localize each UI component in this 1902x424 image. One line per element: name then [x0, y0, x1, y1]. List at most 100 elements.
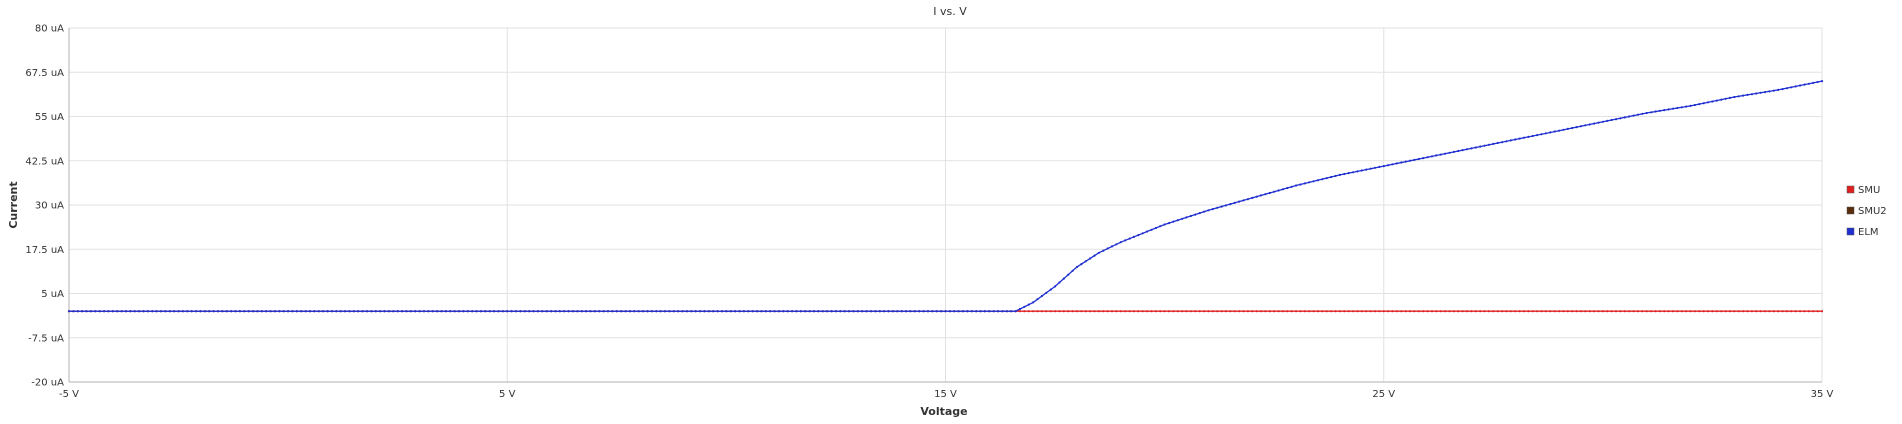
data-point — [1356, 170, 1359, 173]
data-point — [1194, 310, 1197, 313]
data-point — [650, 310, 654, 313]
data-point — [1106, 310, 1109, 313]
data-point — [1650, 310, 1653, 313]
data-point — [357, 310, 360, 313]
data-point — [1299, 310, 1302, 313]
data-point — [1054, 285, 1057, 288]
data-point — [1347, 172, 1350, 175]
data-point — [598, 310, 601, 313]
data-point — [1194, 213, 1197, 216]
data-point — [856, 310, 859, 313]
data-point — [431, 310, 434, 313]
data-point — [1628, 310, 1631, 313]
data-point — [1623, 116, 1626, 119]
data-point — [85, 310, 88, 313]
legend-item-smu[interactable]: SMU — [1846, 185, 1880, 196]
data-point — [374, 310, 377, 313]
data-point — [1636, 113, 1639, 116]
data-point — [181, 310, 184, 313]
data-point — [1799, 84, 1802, 87]
data-point — [1395, 162, 1398, 165]
legend[interactable]: SMU SMU2 ELM — [1846, 185, 1887, 238]
data-point — [1251, 196, 1254, 199]
data-point — [1369, 167, 1372, 170]
data-point — [1049, 288, 1052, 291]
data-point — [348, 310, 351, 313]
data-point — [1211, 310, 1214, 313]
data-point — [449, 310, 452, 313]
legend-item-smu2[interactable]: SMU2 — [1846, 206, 1887, 217]
data-point — [1238, 200, 1241, 203]
data-point — [1172, 220, 1175, 223]
data-point — [440, 310, 443, 313]
data-point — [1365, 168, 1368, 171]
data-point — [1330, 310, 1333, 313]
data-point — [1146, 310, 1149, 313]
data-point — [589, 310, 592, 313]
data-point — [1128, 310, 1131, 313]
data-point — [979, 310, 982, 313]
data-point — [186, 310, 189, 313]
x-tick-label: 15 V — [934, 389, 957, 400]
data-point — [997, 310, 1000, 313]
data-point — [1658, 109, 1661, 112]
data-point — [1579, 125, 1583, 128]
data-point — [1658, 310, 1661, 313]
data-point — [896, 310, 899, 313]
data-point — [1154, 226, 1157, 230]
data-point — [1338, 310, 1341, 313]
data-point — [1224, 310, 1228, 313]
data-point — [401, 310, 404, 313]
data-point — [1093, 310, 1096, 313]
data-point — [1373, 310, 1377, 313]
data-point — [1755, 310, 1758, 313]
data-point — [1045, 291, 1048, 294]
data-point — [1277, 189, 1280, 192]
data-point — [1167, 222, 1171, 225]
data-point — [1181, 310, 1184, 313]
data-point — [72, 310, 75, 313]
data-point — [392, 310, 395, 313]
data-point — [1772, 89, 1775, 92]
data-point — [720, 310, 724, 313]
data-point — [1439, 153, 1442, 156]
data-point — [1514, 310, 1517, 313]
data-point — [1435, 310, 1438, 313]
data-point — [1728, 96, 1732, 99]
data-point — [1233, 201, 1236, 204]
data-point — [663, 310, 667, 313]
data-point — [1382, 165, 1385, 168]
data-point — [1198, 212, 1201, 215]
data-point — [1062, 310, 1065, 313]
data-point — [1343, 172, 1346, 176]
data-point — [1203, 210, 1206, 213]
data-point — [326, 310, 329, 313]
data-point — [291, 310, 294, 313]
data-point — [151, 310, 154, 313]
axes — [68, 28, 1822, 383]
data-point — [1650, 111, 1653, 114]
data-point — [742, 310, 746, 313]
data-point — [120, 310, 123, 313]
data-point — [593, 310, 597, 313]
data-point — [1080, 310, 1083, 313]
x-tick-label: 25 V — [1372, 389, 1395, 400]
data-point — [948, 310, 952, 313]
data-point — [1597, 310, 1600, 313]
data-point — [414, 310, 417, 313]
data-point — [734, 310, 737, 313]
data-point — [615, 310, 618, 313]
data-point — [791, 310, 794, 313]
data-point — [1540, 133, 1543, 136]
data-point — [1487, 143, 1490, 146]
legend-item-elm[interactable]: ELM — [1846, 227, 1879, 238]
data-point — [799, 310, 803, 313]
data-point — [1584, 310, 1587, 313]
data-point — [1264, 310, 1267, 313]
legend-swatch — [1846, 227, 1855, 236]
data-point — [1054, 310, 1057, 313]
data-point — [685, 310, 689, 313]
data-point — [1803, 310, 1806, 313]
data-point — [545, 310, 548, 313]
data-point — [484, 310, 487, 313]
